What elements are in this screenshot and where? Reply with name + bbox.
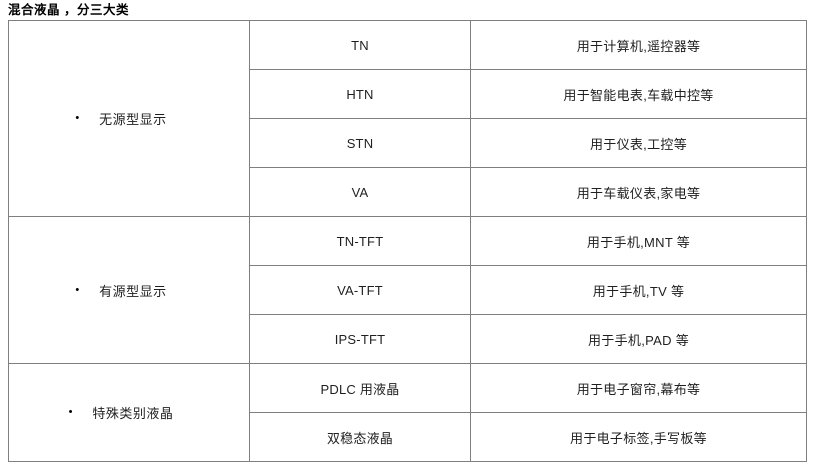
type-cell: VA	[249, 167, 471, 217]
table-row: STN 用于仪表,工控等	[9, 118, 807, 168]
table-row: • 特殊类别液晶 PDLC 用液晶 用于电子窗帘,幕布等	[8, 363, 807, 462]
bullet-icon: •	[75, 283, 80, 296]
table-row: 双稳态液晶 用于电子标签,手写板等	[9, 412, 807, 462]
usage-cell: 用于手机,MNT 等	[470, 216, 807, 266]
bullet-icon: •	[68, 406, 73, 418]
type-cell: TN	[249, 20, 471, 70]
table-row: IPS-TFT 用于手机,PAD 等	[9, 314, 807, 364]
type-cell: STN	[249, 118, 471, 168]
usage-cell: 用于车载仪表,家电等	[470, 167, 807, 217]
category-content: • 特殊类别液晶	[69, 403, 174, 422]
type-cell: 双稳态液晶	[249, 412, 471, 462]
page-title: 混合液晶 ，分三大类	[8, 3, 129, 17]
table-body: • 无源型显示 TN 用于计算机,遥控器等 HTN 用于智能电表,车载中控等 STN 用于仪表…	[8, 20, 807, 462]
category-cell: • 特殊类别液晶	[8, 363, 250, 462]
table-row: VA 用于车载仪表,家电等	[9, 167, 807, 217]
type-cell: TN-TFT	[249, 216, 471, 266]
type-cell: VA-TFT	[249, 265, 471, 315]
table-row: • 有源型显示 TN-TFT 用于手机,MNT 等	[8, 216, 807, 364]
category-content: • 有源型显示	[75, 281, 166, 300]
usage-cell: 用于电子窗帘,幕布等	[470, 363, 807, 413]
usage-cell: 用于计算机,遥控器等	[470, 20, 807, 70]
category-label: 无源型显示	[99, 112, 167, 127]
lcd-categories-table: • 无源型显示 TN 用于计算机,遥控器等 HTN 用于智能电表,车载中控等 STN 用于仪表…	[8, 20, 807, 462]
table-row: • 无源型显示 TN 用于计算机,遥控器等	[8, 20, 807, 217]
bullet-icon: •	[75, 112, 80, 124]
table-row: VA-TFT 用于手机,TV 等	[9, 265, 807, 315]
type-cell: IPS-TFT	[249, 314, 471, 364]
type-cell: PDLC 用液晶	[249, 363, 471, 413]
usage-cell: 用于手机,PAD 等	[470, 314, 807, 364]
usage-cell: 用于手机,TV 等	[470, 265, 807, 315]
type-cell: HTN	[249, 69, 471, 119]
category-cell: • 有源型显示	[8, 216, 250, 364]
category-cell: • 无源型显示	[8, 20, 250, 217]
usage-cell: 用于智能电表,车载中控等	[470, 69, 807, 119]
category-label: 特殊类别液晶	[92, 406, 174, 421]
table-row: HTN 用于智能电表,车载中控等	[9, 69, 807, 119]
category-content: • 无源型显示	[75, 109, 166, 128]
category-label: 有源型显示	[99, 283, 167, 299]
usage-cell: 用于仪表,工控等	[470, 118, 807, 168]
usage-cell: 用于电子标签,手写板等	[470, 412, 807, 462]
